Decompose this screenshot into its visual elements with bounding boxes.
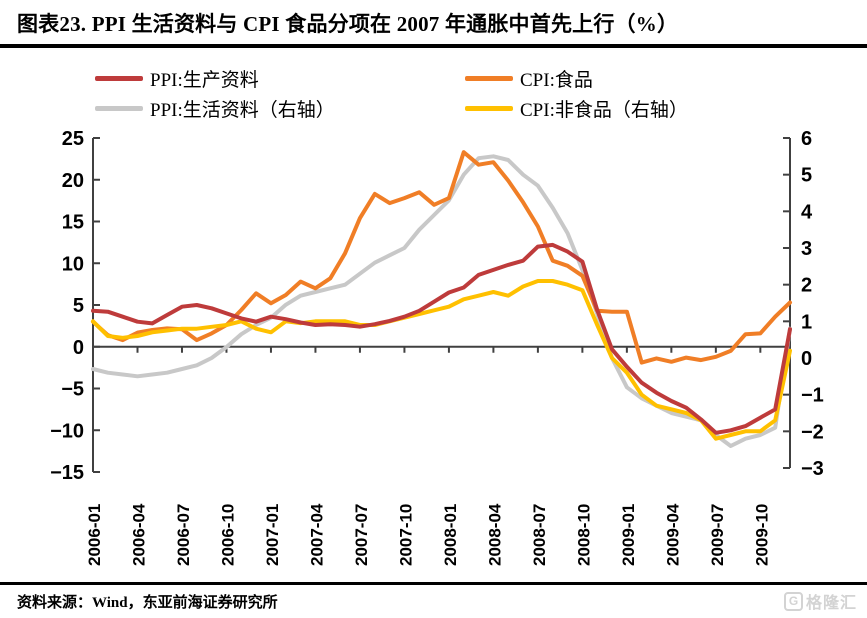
x-axis-tick-label: 2007-01	[263, 504, 282, 566]
y-axis-left-tick-label: −10	[50, 420, 84, 442]
y-axis-left-tick-label: 20	[62, 170, 84, 192]
y-axis-right-tick-label: −1	[801, 385, 824, 407]
title-divider	[0, 44, 867, 48]
y-axis-left-tick-label: −15	[50, 462, 84, 484]
x-axis-tick-label: 2007-07	[352, 504, 371, 566]
legend-label: CPI:食品	[520, 69, 593, 91]
y-axis-right-tick-label: 5	[801, 165, 812, 187]
legend-item-cpi-food: CPI:食品	[465, 66, 593, 91]
y-axis-right-tick-label: 0	[801, 348, 812, 370]
y-axis-right-tick-label: 3	[801, 238, 812, 260]
x-axis-tick-label: 2008-10	[574, 504, 593, 566]
y-axis-right-tick-label: 2	[801, 275, 812, 297]
legend-label: PPI:生活资料（右轴）	[150, 99, 335, 121]
legend-swatch-ppi-producer	[95, 75, 143, 81]
footer-divider	[0, 582, 867, 585]
y-axis-right-tick-label: −3	[801, 458, 824, 480]
legend-swatch-cpi-nonfood	[465, 105, 513, 111]
y-axis-right-tick-label: 4	[801, 201, 813, 223]
y-axis-right-tick-label: 1	[801, 311, 812, 333]
x-axis-tick-label: 2008-04	[485, 503, 504, 566]
series-line-cpi-food	[91, 150, 792, 365]
gelonghui-logo-icon: G	[783, 591, 803, 611]
legend-item-ppi-producer: PPI:生产资料	[95, 66, 259, 91]
legend-label: CPI:非食品（右轴）	[520, 99, 688, 121]
x-axis-tick-label: 2006-01	[85, 504, 104, 566]
x-axis-tick-label: 2009-01	[619, 504, 638, 566]
legend-item-cpi-nonfood: CPI:非食品（右轴）	[465, 96, 688, 121]
gelonghui-watermark: G 格隆汇	[783, 589, 857, 613]
y-axis-right-tick-label: 6	[801, 128, 812, 150]
y-axis-left-tick-label: 0	[73, 337, 84, 359]
x-axis-tick-label: 2008-01	[441, 504, 460, 566]
x-axis-tick-label: 2007-04	[307, 503, 326, 566]
y-axis-left-tick-label: 25	[62, 128, 84, 150]
x-axis-tick-label: 2007-10	[396, 504, 415, 566]
y-axis-left-tick-label: −5	[61, 379, 84, 401]
series-line-cpi-nonfood	[91, 279, 792, 441]
legend-swatch-cpi-food	[465, 75, 513, 81]
x-axis-tick-label: 2009-04	[663, 503, 682, 566]
legend-item-ppi-consumer: PPI:生活资料（右轴）	[95, 96, 335, 121]
x-axis-tick-label: 2009-07	[708, 504, 727, 566]
y-axis-left-tick-label: 15	[62, 212, 84, 234]
legend-swatch-ppi-consumer	[95, 105, 143, 111]
y-axis-left-tick-label: 5	[73, 295, 84, 317]
x-axis-tick-label: 2006-10	[218, 504, 237, 566]
x-axis-tick-label: 2008-07	[530, 504, 549, 566]
series-line-ppi-producer	[91, 242, 792, 435]
y-axis-left-tick-label: 10	[62, 253, 84, 275]
series-line-ppi-consumer	[91, 154, 792, 448]
page-title: 图表23. PPI 生活资料与 CPI 食品分项在 2007 年通胀中首先上行（…	[17, 12, 679, 36]
legend-label: PPI:生产资料	[150, 69, 259, 91]
x-axis-tick-label: 2009-10	[752, 504, 771, 566]
source-note: 资料来源：Wind，东亚前海证券研究所	[17, 595, 278, 611]
x-axis-tick-label: 2006-07	[174, 504, 193, 566]
x-axis-tick-label: 2006-04	[129, 503, 148, 566]
y-axis-right-tick-label: −2	[801, 421, 824, 443]
gelonghui-logo-text: 格隆汇	[805, 595, 857, 612]
